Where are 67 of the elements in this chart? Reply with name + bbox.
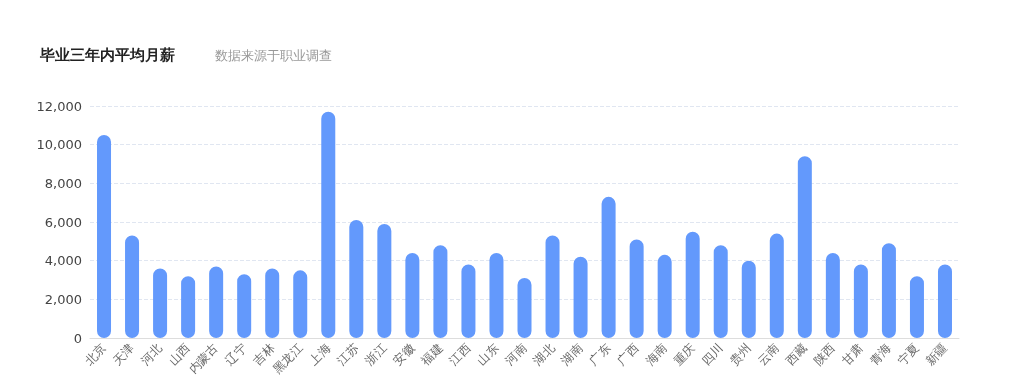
bar [349,220,364,338]
y-tick-label: 12,000 [36,98,82,114]
bar [853,264,868,338]
bar [713,245,728,338]
x-tick-label: 江西 [446,341,474,368]
bar [629,239,644,338]
chart-title: 毕业三年内平均月薪 [39,45,175,64]
x-tick-label: 西藏 [782,341,810,368]
bar [405,252,420,338]
x-tick-label: 湖南 [558,341,586,368]
bar [461,264,476,338]
bar [769,233,784,338]
bar [797,156,812,338]
bar [545,235,560,338]
chart-subtitle: 数据来源于职业调查 [215,48,332,63]
x-tick-label: 广西 [614,341,642,368]
y-tick-label: 10,000 [36,137,82,153]
bar [237,274,252,338]
bar [825,252,840,338]
bar [265,268,280,338]
bar [685,231,700,338]
bar [209,266,224,338]
x-tick-label: 四川 [698,341,726,368]
bar [573,256,588,338]
y-tick-label: 4,000 [44,253,82,269]
y-tick-label: 0 [73,330,82,346]
x-tick-label: 山东 [474,341,502,368]
x-tick-label: 陕西 [810,341,838,368]
x-tick-label: 广东 [586,341,614,368]
x-tick-label: 云南 [754,341,782,368]
y-tick-label: 8,000 [44,175,82,191]
x-tick-label: 北京 [82,341,109,368]
x-tick-label: 贵州 [726,341,754,368]
x-tick-label: 河南 [502,341,530,368]
bar [881,243,896,338]
bar [97,135,112,338]
x-tick-label: 重庆 [670,341,698,368]
y-tick-label: 6,000 [44,214,82,230]
x-tick-label: 浙江 [362,341,390,368]
x-tick-label: 新疆 [923,341,950,368]
x-tick-label: 宁夏 [895,341,922,368]
y-tick-label: 2,000 [44,291,82,307]
bar [909,276,924,338]
x-tick-label: 青海 [867,341,894,368]
x-tick-label: 福建 [418,341,446,368]
x-tick-label: 湖北 [530,341,558,368]
bar [321,111,336,338]
bar [125,235,140,338]
x-tick-label: 甘肃 [838,341,866,368]
bar [517,278,532,338]
x-tick-label: 辽宁 [222,341,250,368]
bar [937,264,952,338]
bar [657,254,672,338]
bar [489,252,504,338]
bar [741,260,756,338]
bar [433,245,448,338]
bar [153,268,168,338]
x-tick-label: 河北 [138,341,166,368]
bar [293,270,308,338]
x-tick-label: 安徽 [390,341,418,368]
x-tick-label: 天津 [110,341,137,368]
bar [377,223,392,338]
x-tick-label: 江苏 [334,341,362,368]
bar [181,276,196,338]
x-tick-label: 上海 [306,341,334,368]
bar [601,196,616,338]
x-tick-label: 海南 [642,341,670,368]
